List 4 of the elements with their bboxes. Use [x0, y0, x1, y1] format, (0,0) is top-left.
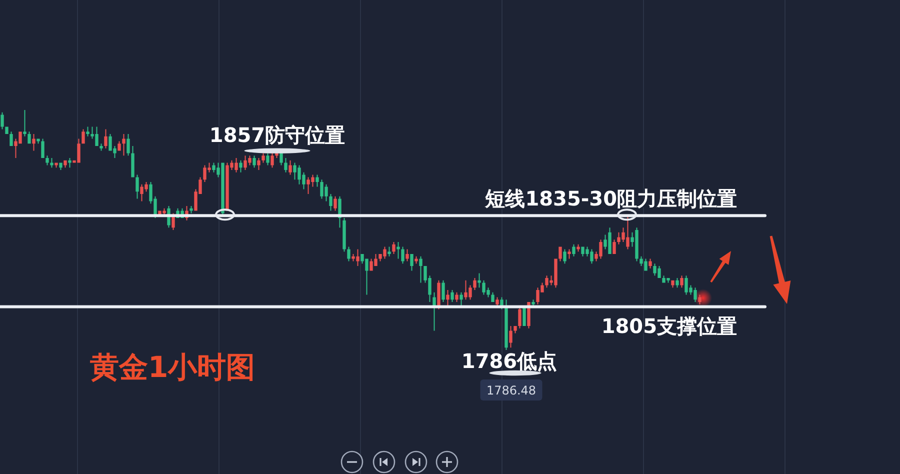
annotation: 1857防守位置 — [209, 122, 346, 147]
annotation: 1786.48 — [486, 384, 536, 398]
annotation: 1786低点 — [461, 349, 558, 373]
title: 黄金1小时图 — [90, 350, 256, 384]
